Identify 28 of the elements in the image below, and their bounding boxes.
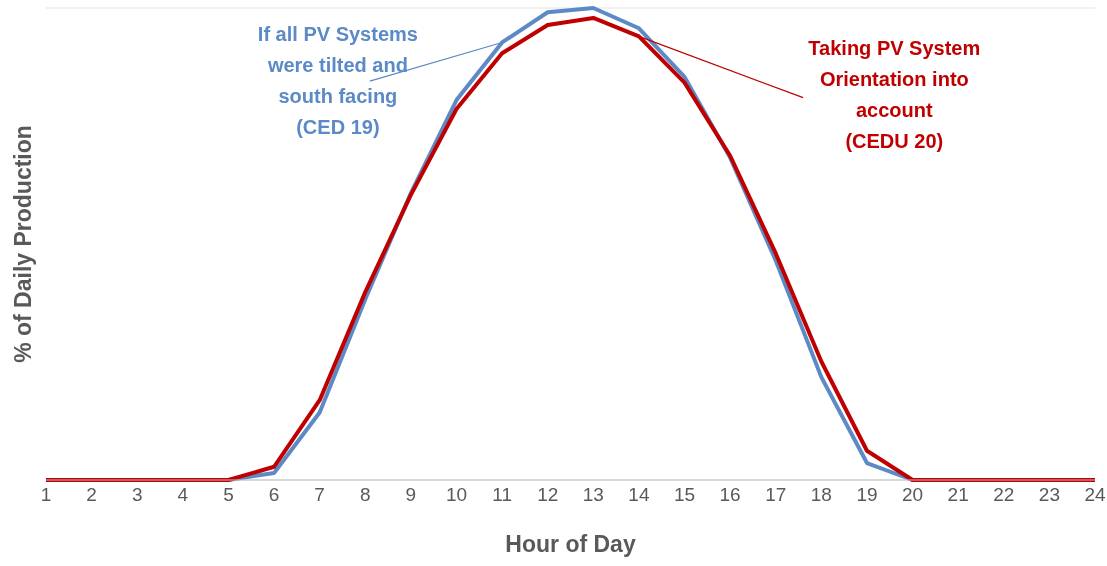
x-tick-label: 1 [40,484,52,506]
x-tick-label: 5 [223,484,234,506]
x-tick-label: 6 [268,484,280,506]
x-tick-label: 9 [405,484,417,506]
x-tick-label: 12 [537,484,559,506]
x-tick-label: 18 [810,484,832,506]
x-axis-title: Hour of Day [505,531,636,557]
x-tick-label: 23 [1038,484,1060,506]
x-tick-label: 3 [131,484,143,506]
x-tick-label: 22 [993,484,1015,506]
x-tick-label: 7 [314,484,325,506]
x-tick-label: 13 [582,484,604,506]
x-tick-label: 4 [177,484,189,506]
x-tick-label: 11 [492,484,512,506]
x-tick-label: 17 [765,484,787,506]
x-tick-label: 24 [1084,484,1106,506]
x-tick-label: 10 [445,484,468,506]
x-tick-label: 14 [628,484,650,506]
x-tick-label: 19 [856,484,878,506]
annotation: Taking PV System Orientation into account (CEDU 20) [808,37,981,153]
x-tick-label: 20 [901,484,924,506]
y-axis-title: % of Daily Production [10,125,37,363]
x-tick-label: 21 [947,484,969,506]
x-tick-label: 8 [359,484,371,506]
x-tick-label: 15 [673,484,696,506]
annotation: If all PV Systems were tilted and south facing (CED 19) [257,23,418,139]
x-tick-label: 16 [719,484,741,506]
x-tick-label: 2 [86,484,97,506]
